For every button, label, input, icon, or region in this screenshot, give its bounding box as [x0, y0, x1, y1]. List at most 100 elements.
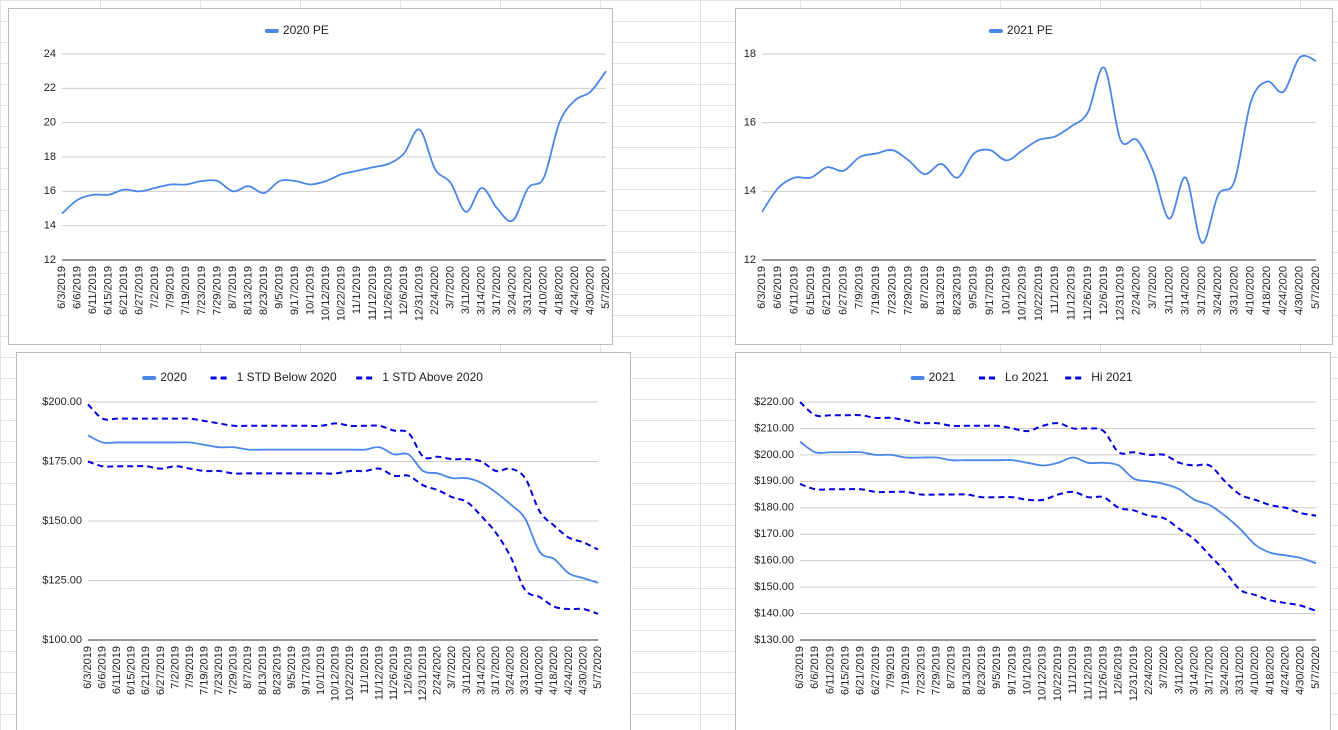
x-tick-label: 3/17/2020 — [1204, 646, 1216, 695]
x-tick-label: 6/6/2019 — [772, 266, 784, 309]
y-tick-label: 16 — [44, 185, 56, 197]
x-tick-label: 6/11/2019 — [87, 266, 99, 314]
x-tick-label: 10/12/2019 — [1037, 646, 1049, 701]
y-tick-label: $125.00 — [42, 574, 82, 586]
x-tick-label: 10/1/2019 — [315, 646, 327, 695]
chart-panel — [8, 8, 613, 345]
y-tick-label: $160.00 — [754, 555, 794, 567]
x-tick-label: 11/1/2019 — [1067, 646, 1079, 694]
legend-label: 1 STD Below 2020 — [237, 370, 337, 384]
x-tick-label: 8/23/2019 — [271, 646, 283, 695]
x-tick-label: 4/10/2020 — [1249, 646, 1261, 695]
x-tick-label: 7/9/2019 — [184, 646, 196, 689]
x-tick-label: 10/12/2019 — [1017, 266, 1029, 321]
y-tick-label: 14 — [744, 185, 756, 197]
series-line — [799, 483, 1317, 612]
x-tick-label: 3/17/2020 — [491, 266, 503, 315]
x-tick-label: 7/2/2019 — [149, 266, 161, 309]
x-tick-label: 10/12/2019 — [320, 266, 332, 321]
x-tick-label: 11/12/2019 — [1082, 646, 1094, 700]
x-tick-label: 5/7/2020 — [600, 266, 612, 309]
x-tick-label: 3/24/2020 — [1219, 646, 1231, 695]
x-tick-label: 7/19/2019 — [900, 646, 912, 695]
x-tick-label: 2/24/2020 — [432, 646, 444, 695]
x-tick-label: 10/22/2019 — [1052, 646, 1064, 701]
x-tick-label: 8/7/2019 — [227, 266, 239, 309]
x-tick-label: 7/9/2019 — [885, 646, 897, 689]
y-tick-label: 12 — [44, 254, 56, 266]
series-line — [799, 440, 1317, 565]
x-tick-label: 7/23/2019 — [915, 646, 927, 695]
x-tick-label: 3/31/2020 — [1228, 266, 1240, 315]
x-tick-label: 3/7/2020 — [446, 646, 458, 689]
x-tick-label: 4/24/2020 — [569, 266, 581, 315]
x-tick-label: 9/17/2019 — [289, 266, 301, 315]
x-tick-label: 3/7/2020 — [444, 266, 456, 309]
x-tick-label: 12/31/2019 — [413, 266, 425, 321]
x-tick-label: 7/29/2019 — [211, 266, 223, 315]
y-tick-label: $170.00 — [754, 528, 794, 540]
x-tick-label: 7/9/2019 — [165, 266, 177, 309]
x-tick-label: 7/23/2019 — [196, 266, 208, 315]
x-tick-label: 6/11/2019 — [788, 266, 800, 314]
x-tick-label: 12/6/2019 — [402, 646, 414, 695]
x-tick-label: 3/17/2020 — [490, 646, 502, 695]
x-tick-label: 7/23/2019 — [213, 646, 225, 695]
y-tick-label: $220.00 — [754, 396, 794, 408]
x-tick-label: 6/3/2019 — [82, 646, 94, 689]
x-tick-label: 7/23/2019 — [886, 266, 898, 315]
legend-label: 2020 PE — [283, 23, 329, 37]
series-line — [87, 434, 599, 584]
x-tick-label: 6/3/2019 — [756, 266, 768, 309]
x-tick-label: 8/23/2019 — [258, 266, 270, 315]
x-tick-label: 12/31/2019 — [1128, 646, 1140, 701]
x-tick-label: 6/15/2019 — [805, 266, 817, 315]
y-tick-label: 20 — [44, 117, 56, 129]
x-tick-label: 4/30/2020 — [1295, 646, 1307, 695]
x-tick-label: 3/24/2020 — [504, 646, 516, 695]
x-tick-label: 3/31/2020 — [522, 266, 534, 315]
x-tick-label: 4/24/2020 — [1280, 646, 1292, 695]
x-tick-label: 3/31/2020 — [1234, 646, 1246, 695]
x-tick-label: 6/6/2019 — [96, 646, 108, 689]
x-tick-label: 6/15/2019 — [839, 646, 851, 695]
legend-label: 2021 — [929, 370, 956, 384]
x-tick-label: 9/17/2019 — [300, 646, 312, 695]
y-tick-label: $100.00 — [42, 634, 82, 646]
y-tick-label: $180.00 — [754, 502, 794, 514]
x-tick-label: 2/24/2020 — [1143, 646, 1155, 695]
x-tick-label: 4/24/2020 — [1277, 266, 1289, 315]
x-tick-label: 6/15/2019 — [126, 646, 138, 695]
x-tick-label: 8/23/2019 — [951, 266, 963, 315]
x-tick-label: 3/24/2020 — [507, 266, 519, 315]
x-tick-label: 3/7/2020 — [1147, 266, 1159, 309]
x-tick-label: 4/18/2020 — [548, 646, 560, 695]
x-tick-label: 10/22/2019 — [1033, 266, 1045, 321]
series-line — [761, 54, 1317, 244]
x-tick-label: 6/21/2019 — [821, 266, 833, 315]
x-tick-label: 4/18/2020 — [1264, 646, 1276, 695]
x-tick-label: 3/14/2020 — [476, 266, 488, 315]
x-tick-label: 10/22/2019 — [336, 266, 348, 321]
x-tick-label: 10/22/2019 — [344, 646, 356, 701]
chart-panel — [735, 352, 1331, 730]
x-tick-label: 3/11/2020 — [460, 266, 472, 314]
x-tick-label: 4/24/2020 — [563, 646, 575, 695]
x-tick-label: 3/14/2020 — [1180, 266, 1192, 315]
x-tick-label: 3/14/2020 — [475, 646, 487, 695]
x-tick-label: 4/30/2020 — [577, 646, 589, 695]
x-tick-label: 12/6/2019 — [398, 266, 410, 315]
x-tick-label: 10/12/2019 — [330, 646, 342, 701]
series-line — [87, 460, 599, 615]
y-tick-label: $150.00 — [754, 581, 794, 593]
x-tick-label: 7/19/2019 — [870, 266, 882, 315]
x-tick-label: 7/29/2019 — [903, 266, 915, 315]
series-line — [87, 403, 599, 551]
x-tick-label: 6/27/2019 — [155, 646, 167, 695]
x-tick-label: 8/13/2019 — [961, 646, 973, 695]
x-tick-label: 6/6/2019 — [71, 266, 83, 309]
x-tick-label: 3/17/2020 — [1196, 266, 1208, 315]
x-tick-label: 4/10/2020 — [538, 266, 550, 315]
series-line — [799, 401, 1317, 517]
